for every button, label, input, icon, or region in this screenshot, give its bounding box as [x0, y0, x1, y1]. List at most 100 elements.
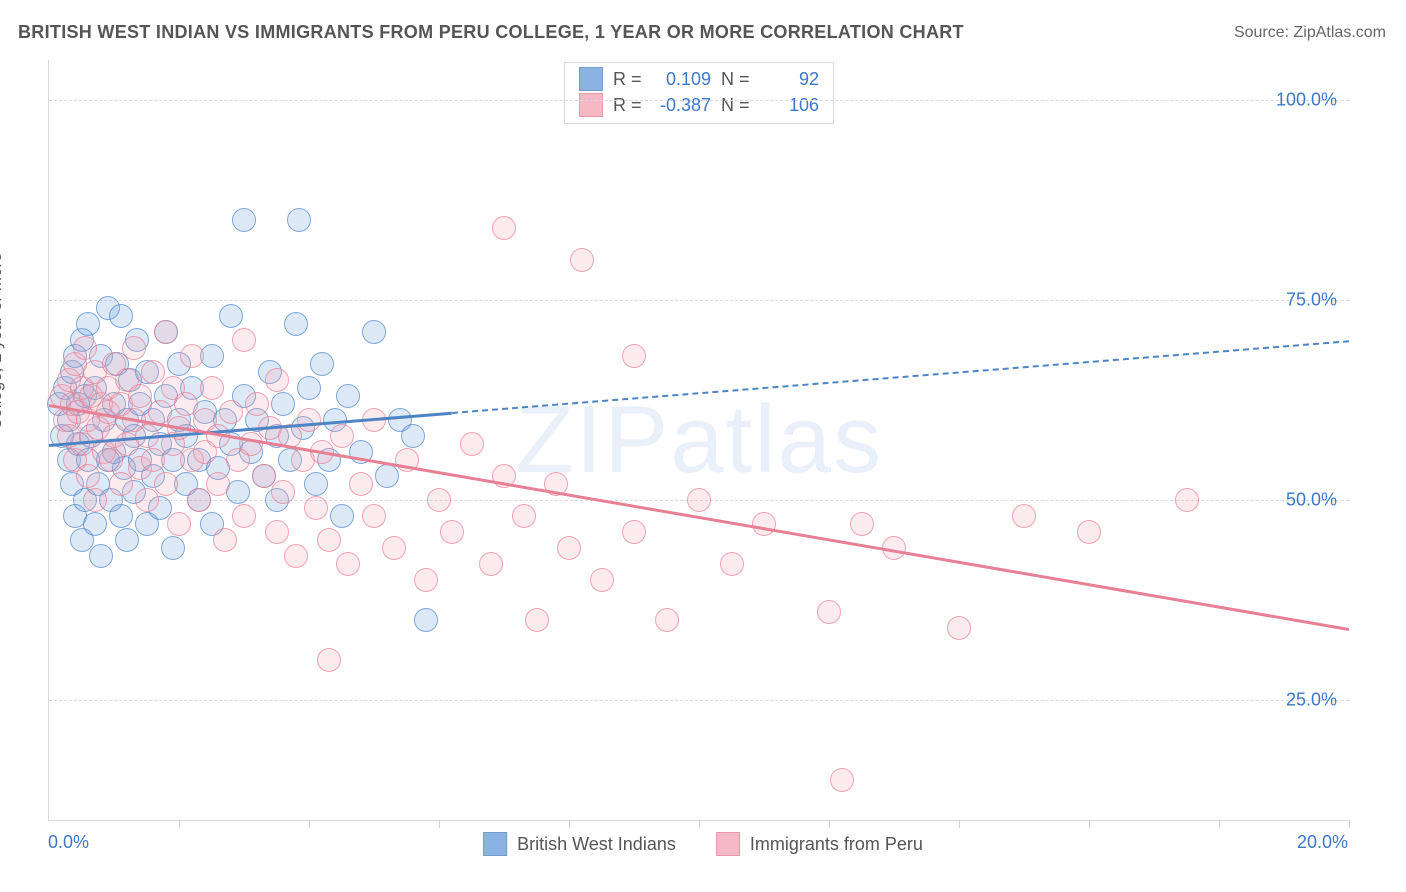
- data-point: [414, 608, 438, 632]
- y-tick-label: 75.0%: [1286, 290, 1337, 311]
- stats-row: R = 0.109 N = 92: [579, 66, 819, 92]
- x-tick: [699, 820, 700, 828]
- gridline: [49, 100, 1349, 101]
- data-point: [590, 568, 614, 592]
- data-point: [297, 408, 321, 432]
- x-tick: [1219, 820, 1220, 828]
- data-point: [287, 208, 311, 232]
- data-point: [1077, 520, 1101, 544]
- n-label: N =: [721, 69, 751, 90]
- data-point: [512, 504, 536, 528]
- data-point: [265, 368, 289, 392]
- r-value: -0.387: [653, 95, 711, 116]
- data-point: [161, 536, 185, 560]
- data-point: [622, 520, 646, 544]
- data-point: [720, 552, 744, 576]
- data-point: [622, 344, 646, 368]
- data-point: [239, 432, 263, 456]
- x-tick: [829, 820, 830, 828]
- data-point: [1012, 504, 1036, 528]
- n-value: 92: [761, 69, 819, 90]
- data-point: [401, 424, 425, 448]
- plot-area: ZIPatlas R = 0.109 N = 92 R = -0.387 N =…: [48, 60, 1349, 821]
- swatch-series-2: [716, 832, 740, 856]
- data-point: [154, 472, 178, 496]
- data-point: [414, 568, 438, 592]
- data-point: [284, 312, 308, 336]
- data-point: [817, 600, 841, 624]
- series-legend: British West Indians Immigrants from Per…: [483, 832, 923, 856]
- data-point: [284, 544, 308, 568]
- data-point: [141, 360, 165, 384]
- data-point: [830, 768, 854, 792]
- legend-item: British West Indians: [483, 832, 676, 856]
- data-point: [109, 472, 133, 496]
- legend-label: Immigrants from Peru: [750, 834, 923, 855]
- x-tick: [569, 820, 570, 828]
- data-point: [297, 376, 321, 400]
- x-axis-min-label: 0.0%: [48, 832, 89, 853]
- data-point: [89, 544, 113, 568]
- data-point: [752, 512, 776, 536]
- data-point: [76, 464, 100, 488]
- data-point: [687, 488, 711, 512]
- data-point: [187, 488, 211, 512]
- data-point: [460, 432, 484, 456]
- data-point: [850, 512, 874, 536]
- data-point: [174, 392, 198, 416]
- data-point: [427, 488, 451, 512]
- data-point: [271, 480, 295, 504]
- stats-row: R = -0.387 N = 106: [579, 92, 819, 118]
- data-point: [271, 392, 295, 416]
- gridline: [49, 700, 1349, 701]
- data-point: [141, 448, 165, 472]
- data-point: [76, 312, 100, 336]
- y-tick-label: 25.0%: [1286, 690, 1337, 711]
- data-point: [317, 528, 341, 552]
- data-point: [245, 392, 269, 416]
- data-point: [109, 504, 133, 528]
- data-point: [232, 504, 256, 528]
- x-tick: [179, 820, 180, 828]
- r-label: R =: [613, 69, 643, 90]
- data-point: [570, 248, 594, 272]
- data-point: [148, 400, 172, 424]
- data-point: [492, 216, 516, 240]
- swatch-series-1: [483, 832, 507, 856]
- r-value: 0.109: [653, 69, 711, 90]
- data-point: [362, 504, 386, 528]
- x-axis-max-label: 20.0%: [1297, 832, 1348, 853]
- x-tick: [309, 820, 310, 828]
- data-point: [382, 536, 406, 560]
- chart-title: BRITISH WEST INDIAN VS IMMIGRANTS FROM P…: [18, 22, 964, 43]
- x-tick: [1089, 820, 1090, 828]
- data-point: [83, 512, 107, 536]
- y-tick-label: 50.0%: [1286, 490, 1337, 511]
- stats-legend: R = 0.109 N = 92 R = -0.387 N = 106: [564, 62, 834, 124]
- data-point: [336, 384, 360, 408]
- trend-line: [452, 340, 1349, 414]
- n-label: N =: [721, 95, 751, 116]
- x-tick: [1349, 820, 1350, 828]
- source-attribution: Source: ZipAtlas.com: [1234, 24, 1386, 42]
- data-point: [213, 528, 237, 552]
- data-point: [180, 344, 204, 368]
- data-point: [73, 336, 97, 360]
- data-point: [219, 304, 243, 328]
- chart-container: BRITISH WEST INDIAN VS IMMIGRANTS FROM P…: [0, 0, 1406, 892]
- data-point: [1175, 488, 1199, 512]
- data-point: [304, 472, 328, 496]
- data-point: [128, 384, 152, 408]
- data-point: [115, 528, 139, 552]
- data-point: [336, 552, 360, 576]
- data-point: [122, 336, 146, 360]
- data-point: [440, 520, 464, 544]
- data-point: [317, 648, 341, 672]
- data-point: [330, 424, 354, 448]
- data-point: [232, 328, 256, 352]
- data-point: [349, 472, 373, 496]
- swatch-series-2: [579, 93, 603, 117]
- data-point: [479, 552, 503, 576]
- data-point: [375, 464, 399, 488]
- data-point: [310, 352, 334, 376]
